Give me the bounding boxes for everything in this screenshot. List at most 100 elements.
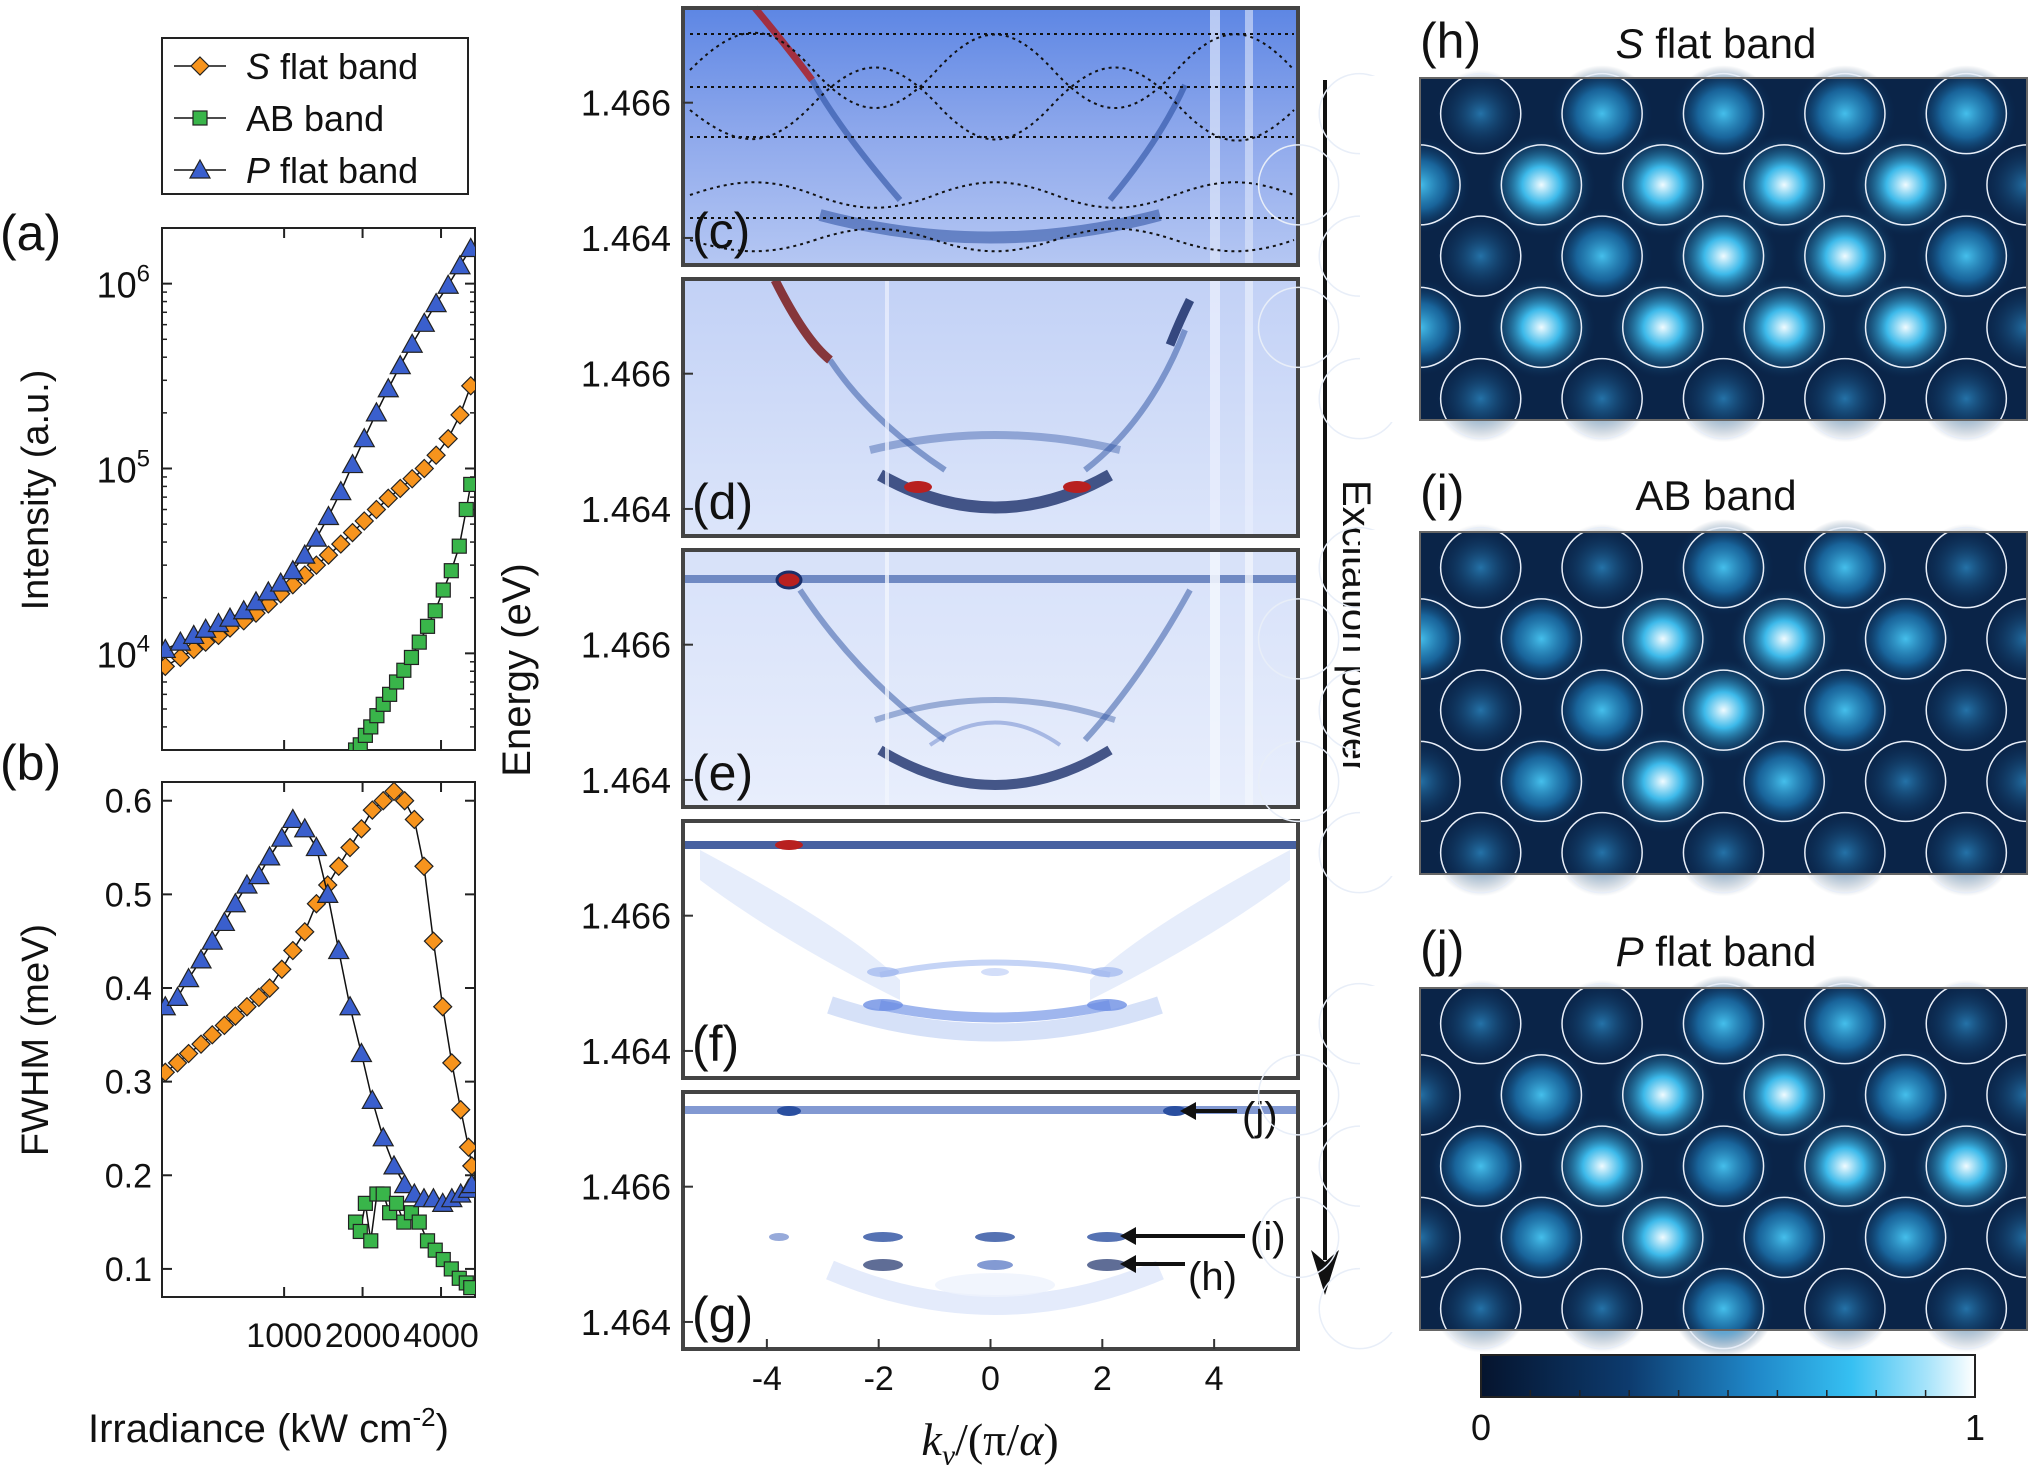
map-f-features bbox=[683, 840, 1298, 1042]
lattice-site bbox=[1500, 286, 1583, 369]
ky-axis-label: ky/(π/α) bbox=[921, 1414, 1058, 1465]
title-i: AB band bbox=[1635, 472, 1796, 519]
data-point-b-0 bbox=[362, 800, 383, 820]
data-point-b-2 bbox=[247, 864, 270, 885]
intensity-spot bbox=[1729, 586, 1839, 691]
intensity-spot bbox=[1547, 1114, 1657, 1219]
intensity-spot bbox=[1793, 65, 1896, 163]
lattice-site bbox=[1257, 740, 1340, 823]
y-ticks-a: 104 105 106 bbox=[97, 227, 475, 751]
data-point-a-2 bbox=[162, 638, 177, 659]
data-point-a-0 bbox=[378, 488, 399, 509]
y-tick-label-b: 0.1 bbox=[105, 1251, 152, 1289]
energy-tick-label: 1.466 bbox=[581, 354, 671, 395]
panel-label-h: (h) bbox=[1420, 13, 1481, 69]
lattice-site bbox=[1925, 526, 2008, 609]
lattice-site bbox=[1439, 215, 1522, 297]
lattice-site bbox=[1743, 1054, 1826, 1136]
lattice-site bbox=[1439, 72, 1522, 155]
colorbar: 0 1 bbox=[1471, 1354, 1985, 1448]
intensity-spot bbox=[1729, 132, 1839, 237]
lattice-site bbox=[1743, 740, 1826, 823]
data-point-b-0 bbox=[294, 921, 315, 942]
lattice-site bbox=[1561, 1267, 1643, 1350]
lattice-site bbox=[1257, 1196, 1340, 1279]
map-d bbox=[683, 279, 1298, 536]
data-point-b-1 bbox=[388, 1195, 405, 1211]
data-point-b-2 bbox=[213, 911, 236, 932]
data-point-a-0 bbox=[170, 647, 191, 668]
data-point-a-2 bbox=[389, 354, 412, 375]
lattice-site bbox=[1682, 526, 1765, 609]
data-point-b-2 bbox=[361, 1089, 384, 1109]
data-point-b-2 bbox=[201, 929, 224, 950]
data-point-a-1 bbox=[419, 618, 436, 634]
lattice-site bbox=[1925, 811, 2008, 894]
intensity-spot bbox=[1429, 1117, 1532, 1215]
data-point-b-0 bbox=[202, 1024, 223, 1045]
data-point-a-0 bbox=[390, 478, 411, 499]
lattice-site bbox=[1561, 982, 1643, 1065]
intensity-spot bbox=[1608, 1042, 1718, 1147]
intensity-spot bbox=[1551, 65, 1654, 163]
x-tick-label-b: 2000 bbox=[325, 1317, 401, 1355]
data-point-b-0 bbox=[441, 1053, 462, 1073]
data-point-a-0 bbox=[450, 405, 470, 425]
intensity-spot bbox=[1915, 207, 2018, 305]
intensity-spot bbox=[1434, 979, 1527, 1068]
intensity-spot bbox=[1798, 808, 1892, 897]
data-point-b-0 bbox=[191, 1034, 211, 1055]
data-point-a-0 bbox=[426, 445, 446, 466]
map-frame bbox=[1419, 987, 2028, 1331]
data-point-b-2 bbox=[224, 892, 247, 913]
intensity-spot bbox=[1434, 523, 1527, 612]
lattice-site bbox=[1561, 526, 1643, 609]
data-point-a-2 bbox=[317, 505, 340, 526]
lattice-site bbox=[1925, 1125, 2008, 1207]
lattice-site bbox=[1621, 144, 1704, 226]
intensity-spot bbox=[1850, 132, 1961, 237]
panel-label-i: (i) bbox=[1420, 465, 1464, 521]
map-e bbox=[683, 550, 1298, 807]
intensity-spot bbox=[1555, 979, 1649, 1068]
energy-axis-label: Energy (eV) bbox=[495, 563, 539, 776]
plot-frame-a bbox=[161, 227, 476, 751]
series-group-b bbox=[162, 782, 475, 1296]
energy-y-ticks: 1.466 1.464 1.466 1.464 1.466 1.464 1.466 1.464… bbox=[581, 83, 693, 1343]
intensity-spot bbox=[1854, 590, 1957, 688]
intensity-spot bbox=[1793, 975, 1896, 1073]
intensity-spot bbox=[1490, 590, 1593, 688]
x-tick-label-b: 1000 bbox=[246, 1317, 322, 1355]
data-point-a-2 bbox=[293, 543, 316, 564]
data-point-a-2 bbox=[401, 333, 424, 353]
map-mask bbox=[2027, 986, 2031, 1332]
ky-tick-label: 0 bbox=[981, 1360, 1000, 1398]
data-point-a-1 bbox=[451, 538, 467, 554]
lattice-site bbox=[1682, 1267, 1765, 1350]
data-point-b-2 bbox=[305, 836, 328, 857]
intensity-spot bbox=[1920, 523, 2013, 612]
map-g-features bbox=[683, 1106, 1298, 1315]
data-point-b-0 bbox=[432, 996, 453, 1017]
map-mask bbox=[1360, 986, 1420, 1332]
lattice-site bbox=[1500, 144, 1583, 226]
data-point-a-1 bbox=[458, 501, 474, 518]
y-tick-label-b: 0.4 bbox=[105, 970, 152, 1008]
lattice-site bbox=[1925, 669, 2008, 751]
data-point-b-1 bbox=[411, 1214, 427, 1230]
lattice-site bbox=[1864, 144, 1947, 226]
data-point-b-0 bbox=[384, 782, 404, 802]
data-point-b-2 bbox=[350, 1042, 373, 1063]
intensity-spot bbox=[1672, 1117, 1775, 1215]
intensity-spot bbox=[1434, 666, 1527, 754]
lattice-site bbox=[1743, 286, 1826, 369]
intensity-spot bbox=[1920, 666, 2013, 754]
intensity-spot bbox=[1854, 1188, 1957, 1286]
intensity-spot bbox=[1672, 519, 1775, 617]
title-h: S flat band bbox=[1616, 20, 1817, 67]
realspace-map-j bbox=[1257, 975, 2031, 1358]
data-point-b-0 bbox=[271, 959, 292, 980]
intensity-spot bbox=[1793, 519, 1896, 617]
data-point-b-0 bbox=[328, 856, 349, 877]
